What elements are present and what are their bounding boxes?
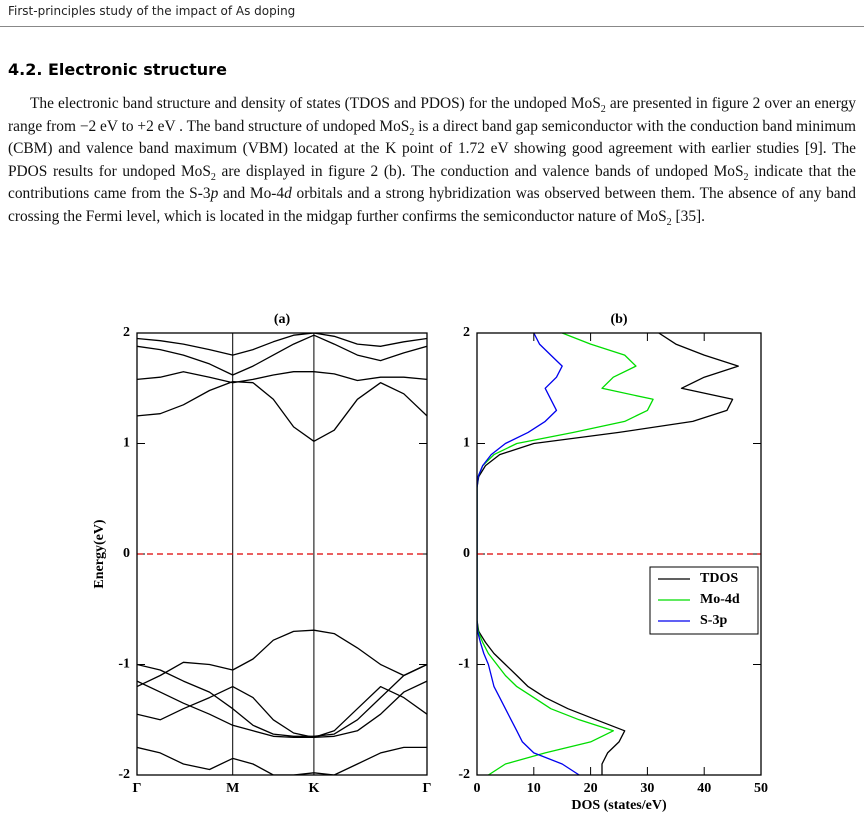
subscript: 2 [210,171,216,183]
dos-curve [477,333,739,775]
italic: p [210,185,219,203]
y-tick-label: -2 [458,767,470,782]
x-tick-label: 20 [584,781,598,796]
x-tick-label: 10 [527,781,541,796]
italic: d [284,185,292,203]
paragraph: The electronic band structure and densit… [8,93,856,229]
x-tick-label: 0 [474,781,481,796]
band [137,629,427,688]
band [137,685,427,739]
y-tick-label: -2 [118,767,130,782]
band [137,380,427,442]
y-tick-label: 2 [123,325,130,340]
legend-label: S-3p [700,613,727,628]
x-tick-label: 50 [754,781,768,796]
y-tick-label: 0 [123,546,130,561]
plot [477,333,739,775]
x-tick-label: K [308,781,319,796]
band [137,333,427,356]
x-tick-label: Γ [423,781,432,796]
band [137,746,427,775]
legend-label: TDOS [700,571,738,586]
text: are displayed in figure 2 (b). The condu… [215,162,744,180]
chart-title: (b) [610,312,627,327]
x-tick-label: M [226,781,239,796]
text: indicate that the contributions came fro… [8,162,857,203]
legend-label: Mo-4d [700,592,740,607]
plot-frame [136,332,428,776]
y-tick-label: -1 [458,657,470,672]
text: [35]. [671,207,706,225]
text: The electronic band structure and densit… [30,95,601,112]
subscript: 2 [666,217,672,229]
dos-curve [477,333,654,775]
plot [137,333,427,775]
chart-title: (a) [274,312,291,327]
y-tick-label: 0 [463,546,470,561]
plot-frame [476,332,762,776]
text: is a direct band gap semiconductor with … [8,117,856,180]
y-tick-label: 2 [463,325,470,340]
text: orbitals and a strong hybridization was … [8,185,857,225]
x-tick-label: 40 [697,781,711,796]
dos-curve [477,333,580,775]
band [137,371,427,384]
text: and Mo-4 [218,185,285,203]
y-tick-label: 1 [463,436,470,451]
y-axis-label: Energy(eV) [92,519,107,589]
x-tick-label: 30 [640,781,654,796]
band [137,680,427,739]
band [137,334,427,376]
y-tick-label: -1 [118,657,130,672]
y-tick-label: 1 [123,436,130,451]
subscript: 2 [409,126,415,138]
x-axis-label: DOS (states/eV) [571,798,667,813]
x-tick-label: Γ [133,781,142,796]
band [137,663,427,737]
subscript: 2 [743,171,749,183]
section-heading: 4.2. Electronic structure [8,60,227,79]
header-rule [0,26,864,27]
subscript: 2 [600,104,606,116]
running-title: First-principles study of the impact of … [8,4,296,18]
text: are presented in figure 2 over an energy… [8,95,857,135]
